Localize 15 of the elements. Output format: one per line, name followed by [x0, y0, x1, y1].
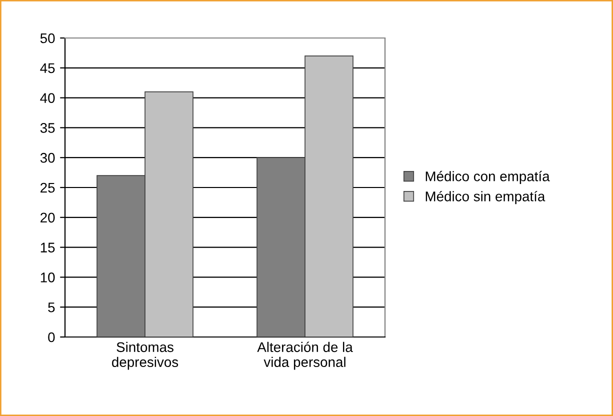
y-tick-label: 45	[40, 63, 55, 74]
y-tick-label: 15	[40, 242, 55, 252]
y-tick-label: 20	[40, 212, 55, 223]
legend-label: Médico con empatía	[426, 170, 550, 184]
y-tick-label: 10	[40, 272, 55, 282]
x-tick-label: Alteración de la vida personal	[257, 342, 353, 370]
y-tick-label: 25	[40, 182, 55, 193]
y-tick-label: 5	[48, 302, 55, 312]
y-tick-label: 50	[40, 33, 55, 44]
legend-label: Médico sin empatía	[426, 190, 546, 204]
y-tick-label: 40	[40, 93, 55, 103]
y-tick-label: 0	[48, 332, 55, 342]
y-tick-label: 30	[40, 152, 55, 163]
y-tick-label: 35	[40, 123, 55, 133]
x-tick-label: Sintomas depresivos	[112, 342, 178, 370]
